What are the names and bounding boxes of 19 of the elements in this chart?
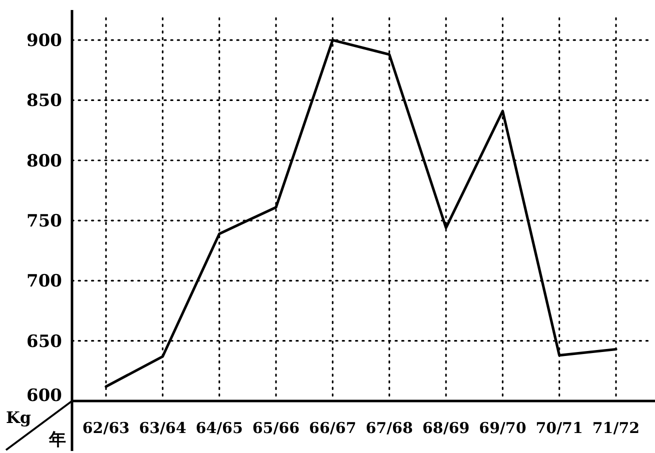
y-tick-label: 750 — [26, 212, 62, 232]
x-tick-label: 66/67 — [309, 419, 356, 437]
y-tick-label: 700 — [26, 272, 62, 292]
x-tick-label: 64/65 — [196, 419, 243, 437]
y-tick-label: 650 — [26, 332, 62, 352]
y-tick-label: 600 — [26, 386, 62, 406]
x-tick-label: 69/70 — [479, 419, 526, 437]
x-tick-label: 65/66 — [252, 419, 300, 437]
x-tick-label: 70/71 — [536, 419, 583, 437]
x-tick-label: 67/68 — [366, 419, 413, 437]
x-tick-label: 63/64 — [139, 419, 186, 437]
x-tick-label: 68/69 — [422, 419, 470, 437]
x-axis-title: 年 — [48, 430, 66, 450]
y-tick-label: 900 — [26, 31, 62, 52]
x-tick-label: 71/72 — [592, 419, 640, 437]
y-tick-label: 850 — [26, 91, 62, 112]
y-axis-title: Kg — [6, 408, 32, 427]
x-tick-label: 62/63 — [82, 419, 130, 437]
y-tick-label: 800 — [26, 151, 62, 172]
